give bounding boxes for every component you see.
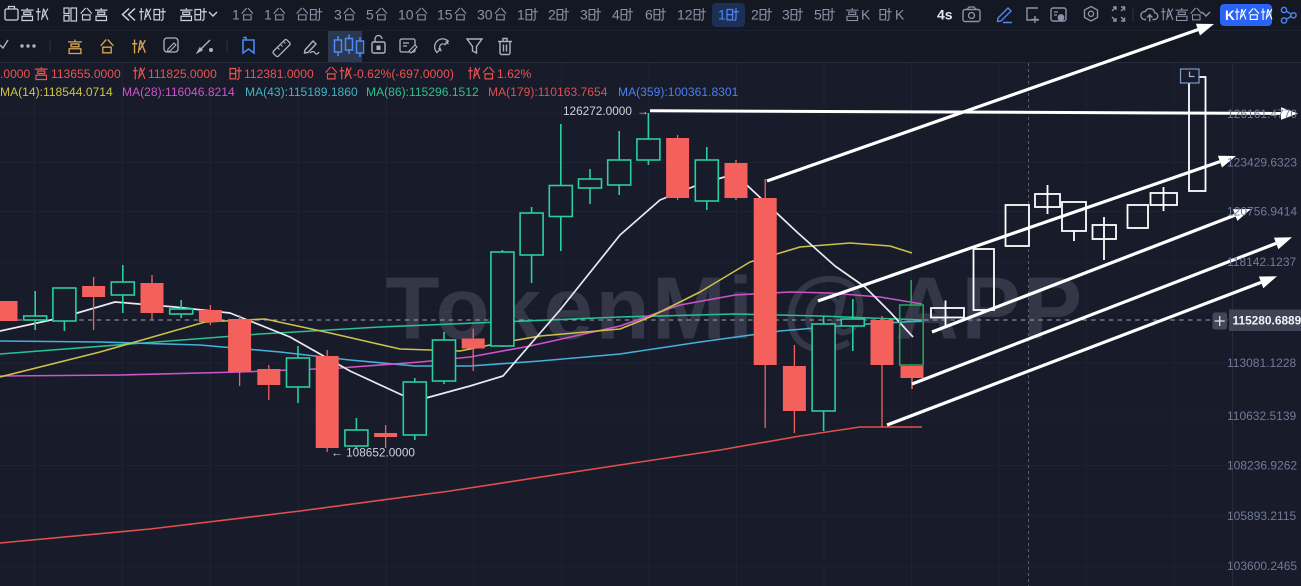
svg-text:103600.2465: 103600.2465 (1227, 559, 1297, 573)
svg-text:4: 4 (612, 7, 620, 23)
svg-text:126161.4770: 126161.4770 (1227, 107, 1297, 121)
svg-text:113081.1228: 113081.1228 (1227, 356, 1297, 370)
svg-text:1: 1 (264, 7, 272, 23)
svg-text:2: 2 (751, 7, 759, 23)
svg-text:4s: 4s (937, 7, 953, 23)
svg-text:105893.2115: 105893.2115 (1227, 509, 1297, 523)
svg-text:2: 2 (548, 7, 556, 23)
svg-text:MA(179):110163.7654: MA(179):110163.7654 (488, 85, 608, 99)
svg-text:1: 1 (517, 7, 525, 23)
svg-text:113655.0000: 113655.0000 (51, 67, 121, 81)
svg-text:1.62%: 1.62% (497, 67, 532, 81)
svg-text:108236.9262: 108236.9262 (1227, 459, 1297, 473)
svg-text:6: 6 (645, 7, 653, 23)
svg-text:10: 10 (398, 7, 414, 23)
svg-text:3: 3 (580, 7, 588, 23)
svg-text:115280.6889: 115280.6889 (1233, 313, 1301, 327)
svg-text:K: K (1225, 8, 1235, 23)
svg-text:MA(43):115189.1860: MA(43):115189.1860 (245, 85, 358, 99)
svg-text:111825.0000: 111825.0000 (148, 67, 217, 81)
svg-text:120756.9414: 120756.9414 (1227, 205, 1297, 219)
svg-text:MA(86):115296.1512: MA(86):115296.1512 (366, 85, 479, 99)
svg-text:K: K (895, 7, 905, 23)
svg-text:5: 5 (814, 7, 822, 23)
svg-text:15: 15 (437, 7, 453, 23)
svg-text:K: K (861, 7, 871, 23)
svg-text:118142.1237: 118142.1237 (1227, 255, 1297, 269)
svg-text:.0000: .0000 (0, 67, 31, 81)
svg-text:12: 12 (677, 7, 693, 23)
svg-text:1: 1 (232, 7, 240, 23)
svg-text:→: → (637, 104, 649, 118)
svg-text:112381.0000: 112381.0000 (244, 67, 314, 81)
svg-text:-0.62%(-697.0000): -0.62%(-697.0000) (353, 67, 454, 81)
svg-text:← 108652.0000: ← 108652.0000 (331, 446, 415, 460)
svg-text:1: 1 (718, 7, 726, 23)
svg-text:30: 30 (477, 7, 493, 23)
svg-text:110632.5139: 110632.5139 (1227, 409, 1297, 423)
svg-text:3: 3 (334, 7, 342, 23)
svg-text:MA(14):118544.0714: MA(14):118544.0714 (0, 85, 113, 99)
svg-text:126272.0000: 126272.0000 (563, 104, 632, 118)
svg-text:MA(359):100361.8301: MA(359):100361.8301 (618, 85, 739, 99)
svg-text:3: 3 (782, 7, 790, 23)
svg-text:5: 5 (366, 7, 374, 23)
svg-text:123429.6323: 123429.6323 (1227, 156, 1297, 170)
svg-text:MA(28):116046.8214: MA(28):116046.8214 (122, 85, 235, 99)
